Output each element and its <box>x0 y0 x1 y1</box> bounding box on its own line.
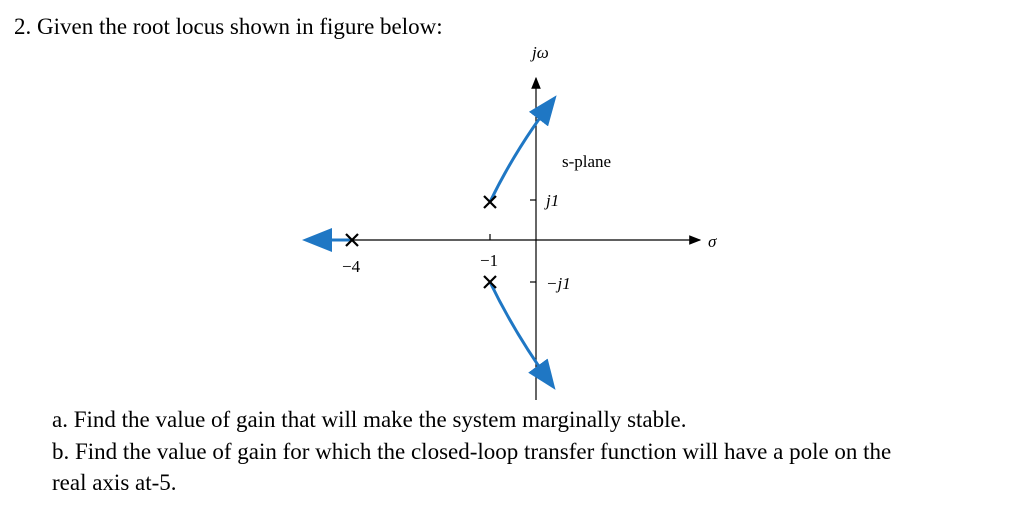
imag-axis-label: jω <box>530 43 549 62</box>
minus1-label: −1 <box>480 251 498 270</box>
minus-j1-label: −j1 <box>546 274 571 293</box>
locus-branch <box>488 281 556 390</box>
part-b: b. Find the value of gain for which the … <box>52 439 891 464</box>
question-title: 2. Given the root locus shown in figure … <box>14 14 443 39</box>
real-axis-label: σ <box>708 232 717 251</box>
minus4-label: −4 <box>342 257 361 276</box>
part-b: real axis at-5. <box>52 470 177 495</box>
locus-branch <box>488 95 557 203</box>
root-locus-figure: jω σ s-plane j1 −j1 −4 −1 <box>302 43 717 400</box>
pole-markers <box>345 195 497 289</box>
j1-label: j1 <box>544 191 559 210</box>
part-a: a. Find the value of gain that will make… <box>52 407 687 432</box>
plane-label: s-plane <box>562 152 611 171</box>
